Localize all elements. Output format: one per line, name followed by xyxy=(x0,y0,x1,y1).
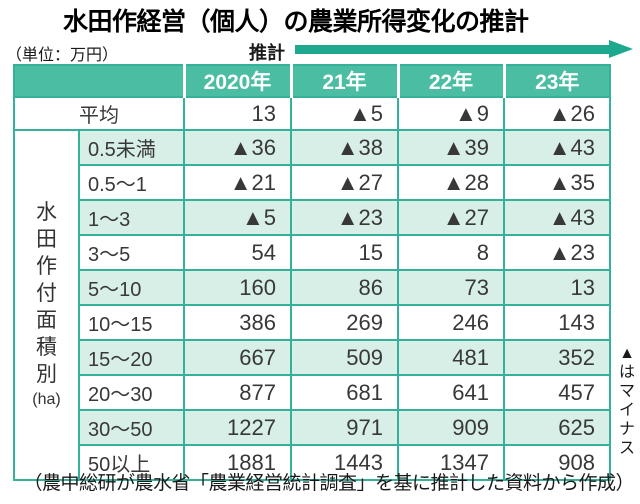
value-cell: 1443 xyxy=(290,444,399,481)
value-cell: 269 xyxy=(290,304,399,341)
row-label: 30～50 xyxy=(78,409,185,446)
value-cell: 86 xyxy=(290,269,399,306)
value-cell: 246 xyxy=(397,304,505,341)
value-cell: 909 xyxy=(397,409,505,446)
value-cell: ▲38 xyxy=(290,129,399,166)
row-label: 0.5～1 xyxy=(78,164,185,201)
table-row: 0.5～1 ▲21 ▲27 ▲28 ▲35 xyxy=(14,164,611,201)
value-cell: 8 xyxy=(397,234,505,271)
group-label-cell: 水 田 作 付 面 積 別 (ha) xyxy=(13,129,80,481)
minus-note-char: ス xyxy=(618,440,635,457)
year-header-21: 21年 xyxy=(289,64,399,98)
year-header-22: 22年 xyxy=(396,64,505,98)
group-label-char: 付 xyxy=(36,281,57,305)
value-cell: 667 xyxy=(183,339,292,376)
minus-note-char: は xyxy=(618,364,635,381)
group-label-unit: (ha) xyxy=(32,390,61,408)
value-cell: ▲26 xyxy=(503,96,611,131)
value-cell: 73 xyxy=(397,269,505,306)
value-cell: 877 xyxy=(183,374,292,411)
value-cell: ▲43 xyxy=(503,129,611,166)
table-row: 5～10 160 86 73 13 xyxy=(14,269,611,306)
table-row: 3～5 54 15 8 ▲23 xyxy=(14,234,611,271)
table-row: 15～20 667 509 481 352 xyxy=(14,339,611,376)
year-header-23: 23年 xyxy=(502,64,611,98)
value-cell: ▲35 xyxy=(503,164,611,201)
year-header-row: 2020年 21年 22年 23年 xyxy=(13,64,611,98)
value-cell: 13 xyxy=(503,269,611,306)
value-cell: ▲43 xyxy=(503,199,611,236)
source-note: （農中総研が農水省「農業経営統計調査」を基に推計した資料から作成） xyxy=(23,473,634,494)
group-label-char: 作 xyxy=(36,254,57,278)
table-row: 20～30 877 681 641 457 xyxy=(14,374,611,411)
value-cell: 509 xyxy=(290,339,399,376)
year-header-2020: 2020年 xyxy=(182,64,292,98)
value-cell: 143 xyxy=(503,304,611,341)
value-cell: ▲5 xyxy=(183,199,292,236)
row-label: 50以上 xyxy=(78,444,185,481)
value-cell: ▲27 xyxy=(397,199,505,236)
value-cell: ▲21 xyxy=(183,164,292,201)
table-row: 50以上 1881 1443 1347 908 xyxy=(14,444,611,481)
value-cell: 386 xyxy=(183,304,292,341)
value-cell: ▲23 xyxy=(290,199,399,236)
value-cell: 1881 xyxy=(183,444,292,481)
value-cell: ▲23 xyxy=(503,234,611,271)
value-cell: ▲5 xyxy=(290,96,399,131)
table-row: 水 田 作 付 面 積 別 (ha) 0.5未満 ▲36 ▲38 ▲39 ▲43 xyxy=(13,129,611,481)
average-row: 平均 13 ▲5 ▲9 ▲26 xyxy=(13,96,611,131)
value-cell: ▲28 xyxy=(397,164,505,201)
value-cell: 971 xyxy=(290,409,399,446)
page-title: 水田作経営（個人）の農業所得変化の推計 xyxy=(63,8,529,36)
minus-note-char: イ xyxy=(618,402,635,419)
row-label: 0.5未満 xyxy=(78,129,185,166)
value-cell: 457 xyxy=(503,374,611,411)
row-label: 20～30 xyxy=(78,374,185,411)
value-cell: 54 xyxy=(183,234,292,271)
arrow-head xyxy=(609,40,633,58)
value-cell: ▲36 xyxy=(183,129,292,166)
table-row: 30～50 1227 971 909 625 xyxy=(14,409,611,446)
value-cell: ▲39 xyxy=(397,129,505,166)
group-label-char: 別 xyxy=(36,362,57,386)
income-table: 2020年 21年 22年 23年 平均 13 ▲5 ▲9 ▲26 水 田 作 xyxy=(13,64,611,481)
estimate-arrow-icon xyxy=(295,40,633,58)
value-cell: 1227 xyxy=(183,409,292,446)
value-cell: ▲9 xyxy=(397,96,505,131)
minus-note-char: マ xyxy=(618,383,635,400)
value-cell: 13 xyxy=(183,96,292,131)
group-label-char: 水 xyxy=(36,200,57,224)
value-cell: 15 xyxy=(290,234,399,271)
minus-note-char: ▲ xyxy=(619,345,635,362)
value-cell: 681 xyxy=(290,374,399,411)
unit-note: （単位：万円） xyxy=(6,47,119,64)
value-cell: 481 xyxy=(397,339,505,376)
value-cell: 160 xyxy=(183,269,292,306)
row-label: 1～3 xyxy=(78,199,185,236)
value-cell: ▲27 xyxy=(290,164,399,201)
group-label-char: 面 xyxy=(36,308,57,332)
table-row: 1～3 ▲5 ▲23 ▲27 ▲43 xyxy=(14,199,611,236)
value-cell: 625 xyxy=(503,409,611,446)
arrow-shaft xyxy=(295,44,609,54)
value-cell: 908 xyxy=(503,444,611,481)
row-label: 15～20 xyxy=(78,339,185,376)
group-label: 水 田 作 付 面 積 別 (ha) xyxy=(15,199,78,412)
row-label: 10～15 xyxy=(78,304,185,341)
table-row: 10～15 386 269 246 143 xyxy=(14,304,611,341)
minus-note-char: ナ xyxy=(618,421,635,438)
minus-note: ▲ は マ イ ナ ス xyxy=(616,344,638,458)
value-cell: 641 xyxy=(397,374,505,411)
corner-cell xyxy=(13,64,185,98)
row-label: 5～10 xyxy=(78,269,185,306)
value-cell: 1347 xyxy=(397,444,505,481)
group-label-char: 田 xyxy=(36,227,57,251)
row-label: 3～5 xyxy=(78,234,185,271)
estimate-label: 推計 xyxy=(249,43,285,63)
row-label: 平均 xyxy=(13,96,185,131)
value-cell: 352 xyxy=(503,339,611,376)
group-label-char: 積 xyxy=(36,335,57,359)
